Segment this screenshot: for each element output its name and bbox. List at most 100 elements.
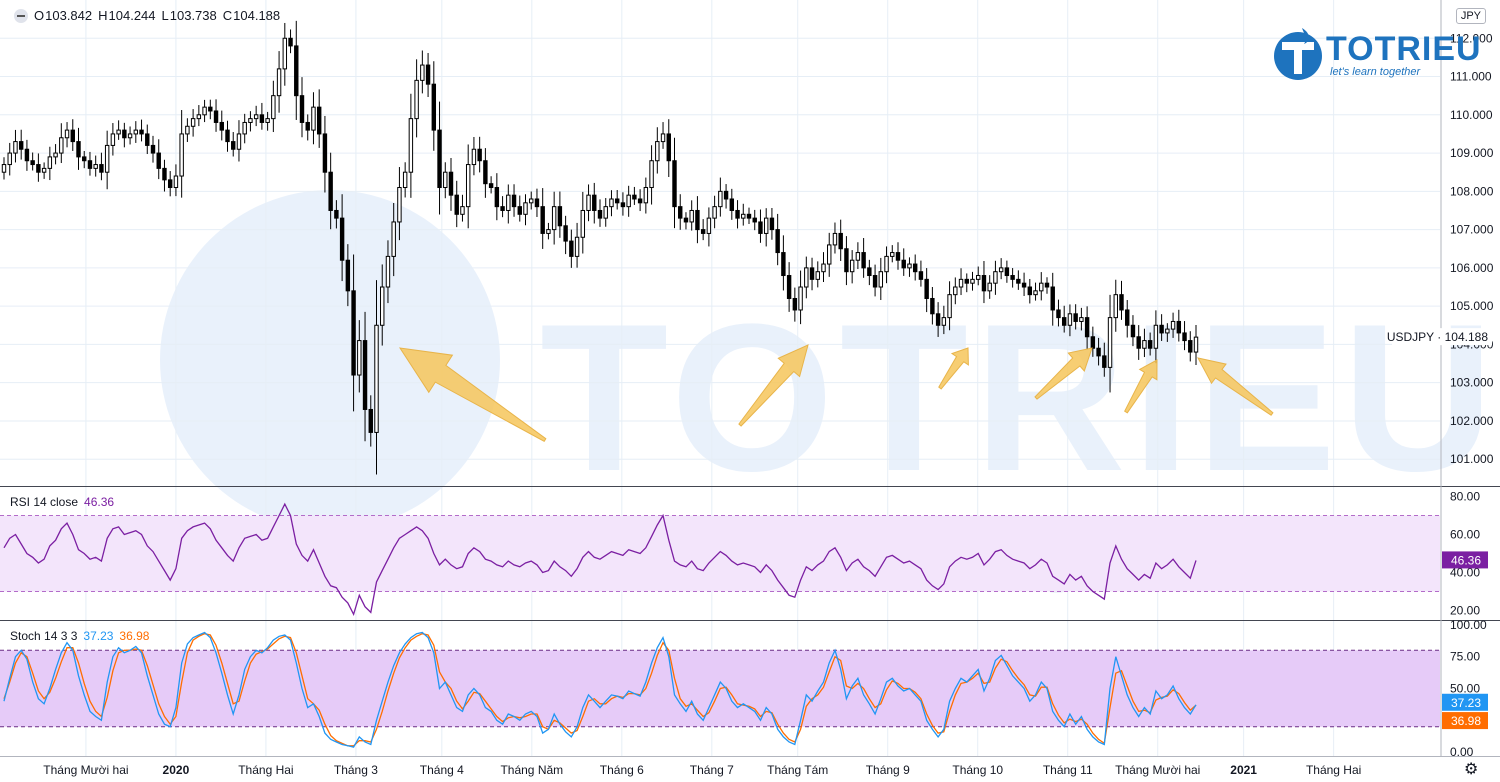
candle[interactable] [1033, 282, 1038, 301]
candle[interactable] [70, 119, 75, 151]
candle[interactable] [798, 270, 803, 325]
candle[interactable] [1021, 272, 1027, 297]
candle[interactable] [431, 61, 437, 151]
candle[interactable] [133, 121, 139, 143]
candle[interactable] [1130, 315, 1136, 347]
candle[interactable] [672, 137, 677, 229]
candle[interactable] [1004, 260, 1010, 283]
candle[interactable] [775, 213, 780, 266]
candle[interactable] [935, 302, 941, 337]
candle[interactable] [145, 124, 150, 155]
candle[interactable] [110, 123, 116, 156]
annotation-arrow[interactable] [398, 347, 547, 442]
candle[interactable] [752, 209, 757, 231]
candle[interactable] [24, 139, 30, 171]
candle[interactable] [1193, 325, 1199, 365]
candle[interactable] [41, 162, 47, 179]
candle[interactable] [987, 275, 992, 299]
candle[interactable] [471, 136, 477, 176]
candle[interactable] [557, 191, 563, 238]
candle[interactable] [878, 257, 884, 301]
candle[interactable] [460, 194, 465, 222]
candle[interactable] [104, 130, 110, 190]
candle[interactable] [706, 207, 712, 247]
candle[interactable] [362, 311, 368, 442]
candle[interactable] [213, 99, 219, 132]
candle[interactable] [1, 157, 7, 180]
candle[interactable] [1016, 270, 1021, 290]
candle[interactable] [374, 280, 379, 475]
candle[interactable] [391, 203, 396, 277]
candle[interactable] [821, 252, 826, 283]
annotation-arrows[interactable] [398, 344, 1274, 442]
candle[interactable] [408, 93, 414, 198]
candle[interactable] [465, 144, 471, 229]
candle[interactable] [299, 77, 305, 138]
candle[interactable] [574, 222, 580, 268]
candle[interactable] [1050, 272, 1055, 326]
candle[interactable] [1113, 279, 1118, 332]
candle[interactable] [167, 171, 173, 197]
candle[interactable] [448, 158, 454, 211]
candle[interactable] [7, 142, 12, 176]
currency-button[interactable]: JPY [1455, 8, 1486, 24]
candle[interactable] [1102, 342, 1107, 377]
candle[interactable] [993, 260, 998, 295]
candle[interactable] [305, 114, 310, 141]
candle[interactable] [592, 182, 597, 224]
candle[interactable] [30, 152, 35, 171]
candle[interactable] [179, 110, 184, 198]
candle[interactable] [282, 22, 288, 86]
candle[interactable] [597, 199, 603, 227]
annotation-arrow[interactable] [738, 344, 809, 427]
candle[interactable] [190, 109, 196, 137]
candle[interactable] [735, 200, 740, 229]
candle[interactable] [666, 119, 671, 177]
candle[interactable] [368, 395, 373, 447]
candle[interactable] [219, 110, 224, 141]
candle[interactable] [127, 126, 133, 145]
candle[interactable] [1142, 328, 1147, 358]
candle[interactable] [786, 262, 792, 312]
candle[interactable] [827, 232, 832, 277]
candle[interactable] [196, 105, 202, 127]
candle[interactable] [884, 246, 889, 284]
candle[interactable] [339, 194, 345, 282]
candle[interactable] [649, 145, 654, 205]
candle[interactable] [414, 59, 419, 138]
candle[interactable] [849, 250, 855, 284]
annotation-arrow[interactable] [938, 347, 969, 390]
stoch-k-line[interactable] [3, 631, 1197, 748]
candle[interactable] [700, 219, 706, 241]
candlestick-series[interactable] [1, 20, 1199, 475]
candle[interactable] [253, 105, 259, 127]
candle[interactable] [1073, 304, 1078, 330]
candle[interactable] [918, 260, 924, 287]
candle[interactable] [351, 254, 356, 412]
candle[interactable] [964, 273, 969, 293]
candle[interactable] [1084, 306, 1090, 350]
candle[interactable] [1027, 278, 1033, 304]
candle[interactable] [723, 184, 729, 209]
candle[interactable] [1056, 299, 1061, 327]
candle[interactable] [626, 185, 631, 217]
annotation-arrow[interactable] [1034, 347, 1093, 400]
candle[interactable] [855, 242, 861, 270]
candle[interactable] [832, 222, 838, 254]
candle[interactable] [804, 256, 809, 299]
annotation-arrow[interactable] [1197, 357, 1274, 416]
candle[interactable] [620, 192, 626, 216]
candle[interactable] [712, 195, 717, 229]
candle[interactable] [603, 198, 608, 227]
candle[interactable] [488, 176, 494, 194]
candle[interactable] [506, 184, 511, 224]
candle[interactable] [1010, 268, 1015, 288]
candle[interactable] [116, 120, 121, 140]
candle[interactable] [36, 153, 41, 182]
candle[interactable] [236, 120, 242, 162]
candle[interactable] [586, 184, 591, 222]
candle[interactable] [569, 229, 574, 268]
candle[interactable] [718, 177, 723, 217]
candle[interactable] [294, 20, 299, 120]
candle[interactable] [511, 184, 517, 217]
